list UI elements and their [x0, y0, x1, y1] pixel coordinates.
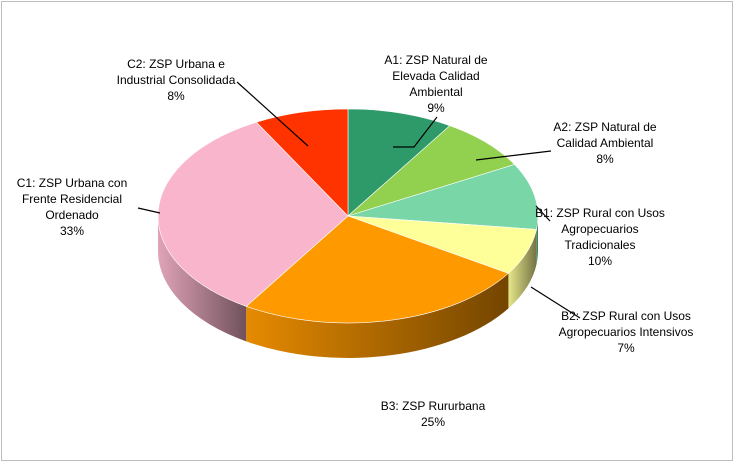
slice-value-label-2: 8%	[596, 152, 614, 166]
pie-slice-side-6	[158, 216, 247, 342]
slice-name-label-1-line-3: Ambiental	[409, 85, 462, 99]
pie-slice-7	[255, 108, 349, 217]
leader-line-4	[530, 286, 581, 319]
slice-name-label-2-line-1: A2: ZSP Natural de	[553, 120, 656, 134]
slice-name-label-1-line-1: A1: ZSP Natural de	[384, 53, 487, 67]
pie-slice-2	[347, 125, 516, 217]
pie-slice-side-4	[508, 229, 537, 309]
slice-value-label-4: 7%	[617, 341, 635, 355]
leader-line-6	[137, 207, 161, 214]
slice-name-label-6-line-1: C1: ZSP Urbana con	[17, 176, 128, 190]
slice-name-label-3-line-2: Agropecuarios	[561, 222, 638, 236]
slice-name-label-7-line-2: Industrial Consolidada	[117, 73, 236, 87]
slice-value-label-3: 10%	[588, 254, 612, 268]
leader-line-3	[535, 205, 551, 222]
slice-name-label-3-line-3: Tradicionales	[565, 238, 636, 252]
leader-line-1	[393, 116, 438, 148]
pie-slice-side-5	[246, 273, 509, 358]
slice-value-label-1: 9%	[427, 101, 445, 115]
pie-slice-3	[347, 164, 539, 230]
slice-name-label-4-line-2: Agropecuarios Intensivos	[559, 325, 694, 339]
slice-name-label-7-line-1: C2: ZSP Urbana e	[127, 57, 225, 71]
leader-line-7	[236, 81, 309, 147]
leader-line-2	[475, 150, 552, 161]
slice-name-label-5-line-1: B3: ZSP Rururbana	[381, 399, 486, 413]
pie-slice-5	[245, 215, 510, 324]
pie-slice-1	[347, 108, 451, 217]
slice-value-label-7: 8%	[167, 89, 185, 103]
slice-name-label-1-line-2: Elevada Calidad	[392, 69, 479, 83]
slice-name-label-2-line-2: Calidad Ambiental	[557, 136, 654, 150]
slice-name-label-6-line-2: Frente Residencial	[22, 192, 122, 206]
slice-value-label-5: 25%	[421, 415, 445, 429]
slice-name-label-6-line-3: Ordenado	[45, 208, 99, 222]
slice-name-label-4-line-1: B2: ZSP Rural con Usos	[561, 309, 691, 323]
slice-name-label-3-line-1: B1: ZSP Rural con Usos	[535, 206, 665, 220]
slice-value-label-6: 33%	[60, 224, 84, 238]
